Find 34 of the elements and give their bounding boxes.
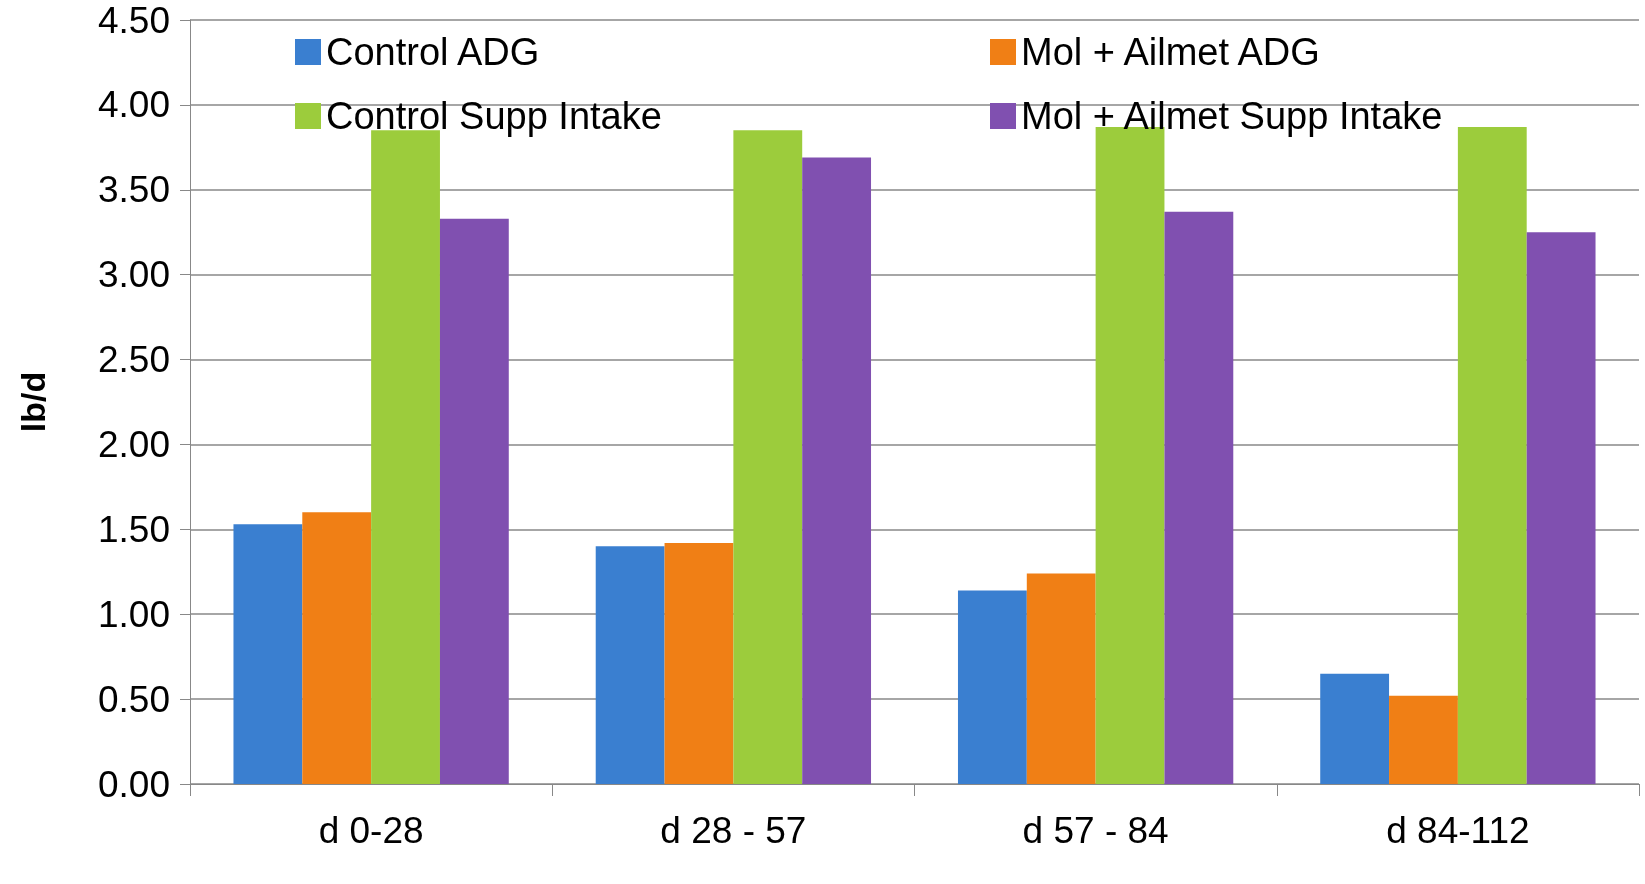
x-tick-label: d 28 - 57	[660, 810, 807, 851]
y-tick-label: 4.00	[97, 84, 170, 126]
bar	[233, 524, 303, 784]
bar	[802, 157, 872, 784]
bar	[371, 130, 440, 784]
bar	[957, 590, 1027, 784]
bar	[1164, 211, 1234, 784]
y-tick-label: 3.50	[97, 169, 170, 211]
bar	[664, 542, 734, 784]
legend-label: Mol + Ailmet ADG	[1021, 31, 1320, 73]
y-tick-label: 1.00	[97, 593, 170, 635]
bar	[1026, 573, 1096, 784]
bar	[595, 546, 665, 784]
legend-label: Control ADG	[326, 31, 540, 73]
bar	[1389, 695, 1458, 784]
bar	[1457, 126, 1527, 784]
bar	[1320, 673, 1390, 784]
y-axis-title: lb/d	[14, 371, 52, 433]
y-tick-label: 2.00	[97, 423, 170, 465]
y-tick-label: 2.50	[97, 339, 170, 381]
y-tick-label: 0.00	[97, 763, 170, 805]
bar	[439, 218, 509, 784]
legend-label: Control Supp Intake	[326, 95, 662, 137]
y-tick-label: 1.50	[97, 508, 170, 550]
bar	[1526, 232, 1596, 784]
x-tick-label: d 57 - 84	[1022, 810, 1169, 851]
bar	[302, 512, 372, 784]
y-tick-label: 3.00	[97, 254, 170, 296]
legend-label: Mol + Ailmet Supp Intake	[1021, 95, 1443, 137]
x-tick-label: d 0-28	[318, 810, 424, 851]
x-tick-label: d 84-112	[1386, 810, 1530, 851]
bar	[733, 130, 803, 784]
y-tick-label: 0.50	[97, 678, 170, 720]
y-tick-label: 4.50	[97, 0, 170, 41]
